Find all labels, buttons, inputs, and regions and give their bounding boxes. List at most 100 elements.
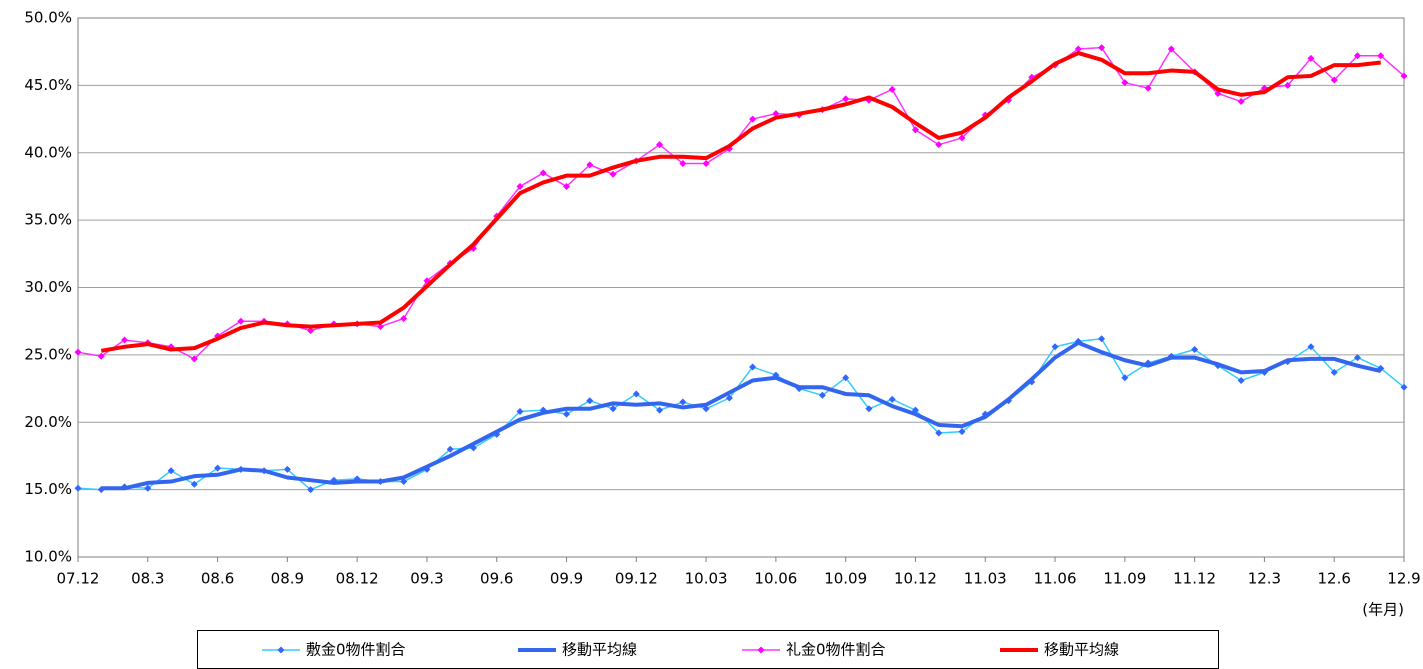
point-marker [911, 126, 919, 134]
point-marker [1377, 52, 1385, 60]
x-tick-label: 07.12 [57, 570, 100, 588]
x-tick-label: 12.6 [1318, 570, 1351, 588]
point-marker [1237, 98, 1245, 106]
y-tick-label: 20.0% [24, 413, 72, 431]
point-marker [1098, 44, 1106, 52]
point-marker [818, 391, 826, 399]
x-tick-label: 08.9 [271, 570, 304, 588]
point-marker [679, 160, 687, 168]
point-marker [958, 428, 966, 436]
point-marker [1121, 374, 1129, 382]
point-marker [1307, 343, 1315, 351]
point-marker [1400, 383, 1408, 391]
point-marker [1144, 84, 1152, 92]
point-marker [1051, 343, 1059, 351]
point-marker [1353, 52, 1361, 60]
point-marker [1330, 368, 1338, 376]
point-marker [563, 410, 571, 418]
legend-marker [277, 646, 285, 654]
point-marker [842, 374, 850, 382]
x-tick-label: 10.06 [754, 570, 797, 588]
point-marker [283, 465, 291, 473]
y-tick-label: 15.0% [24, 480, 72, 498]
point-marker [1353, 354, 1361, 362]
point-marker [1167, 45, 1175, 53]
x-tick-label: 12.3 [1248, 570, 1281, 588]
point-marker [749, 363, 757, 371]
y-tick-label: 25.0% [24, 345, 72, 363]
point-marker [632, 390, 640, 398]
x-tick-label: 08.3 [131, 570, 164, 588]
point-marker [702, 405, 710, 413]
point-marker [1330, 76, 1338, 84]
y-tick-label: 35.0% [24, 211, 72, 229]
point-marker [1400, 72, 1408, 80]
x-tick-label: 11.09 [1103, 570, 1146, 588]
x-tick-label: 09.12 [615, 570, 658, 588]
point-marker [725, 394, 733, 402]
point-marker [74, 348, 82, 356]
x-tick-label: 08.12 [336, 570, 379, 588]
y-tick-label: 40.0% [24, 143, 72, 161]
point-marker [74, 484, 82, 492]
point-marker [144, 484, 152, 492]
point-marker [1098, 335, 1106, 343]
point-marker [1074, 45, 1082, 53]
point-marker [237, 317, 245, 325]
x-tick-label: 08.6 [201, 570, 234, 588]
point-marker [400, 314, 408, 322]
y-tick-label: 50.0% [24, 9, 72, 27]
point-marker [539, 169, 547, 177]
legend-label: 移動平均線 [1044, 641, 1119, 659]
series-line [101, 340, 1382, 491]
plot-frame [77, 17, 1405, 558]
point-marker [842, 95, 850, 103]
point-marker [865, 405, 873, 413]
x-tick-label: 09.9 [550, 570, 583, 588]
y-tick-label: 10.0% [24, 548, 72, 566]
point-marker [935, 141, 943, 149]
point-marker [376, 323, 384, 331]
point-marker [1121, 79, 1129, 87]
point-marker [214, 464, 222, 472]
x-tick-label: 09.3 [410, 570, 443, 588]
point-marker [1191, 345, 1199, 353]
point-marker [516, 407, 524, 415]
point-marker [749, 115, 757, 123]
x-tick-label: 11.12 [1173, 570, 1216, 588]
point-marker [121, 336, 129, 344]
x-tick-label: 12.9 [1387, 570, 1420, 588]
x-tick-label: 10.09 [824, 570, 867, 588]
y-tick-label: 45.0% [24, 76, 72, 94]
point-marker [307, 486, 315, 494]
point-marker [307, 327, 315, 335]
x-tick-label: 11.03 [964, 570, 1007, 588]
y-tick-label: 30.0% [24, 278, 72, 296]
point-marker [563, 182, 571, 190]
point-marker [190, 355, 198, 363]
point-marker [516, 182, 524, 190]
point-marker [656, 141, 664, 149]
point-marker [97, 352, 105, 360]
legend-marker [757, 646, 765, 654]
point-marker [888, 85, 896, 93]
point-marker [702, 160, 710, 168]
point-marker [586, 161, 594, 169]
point-marker [190, 480, 198, 488]
point-marker [446, 445, 454, 453]
point-marker [888, 395, 896, 403]
point-marker [609, 170, 617, 178]
x-tick-label: 11.06 [1034, 570, 1077, 588]
point-marker [1307, 54, 1315, 62]
point-marker [1237, 376, 1245, 384]
legend-label: 敷金0物件割合 [306, 641, 406, 659]
point-marker [656, 406, 664, 414]
x-unit: (年月) [1362, 601, 1404, 619]
x-tick-label: 10.12 [894, 570, 937, 588]
series-line [77, 46, 1405, 360]
point-marker [167, 467, 175, 475]
point-marker [935, 429, 943, 437]
x-tick-label: 09.6 [480, 570, 513, 588]
legend-label: 移動平均線 [562, 641, 637, 659]
